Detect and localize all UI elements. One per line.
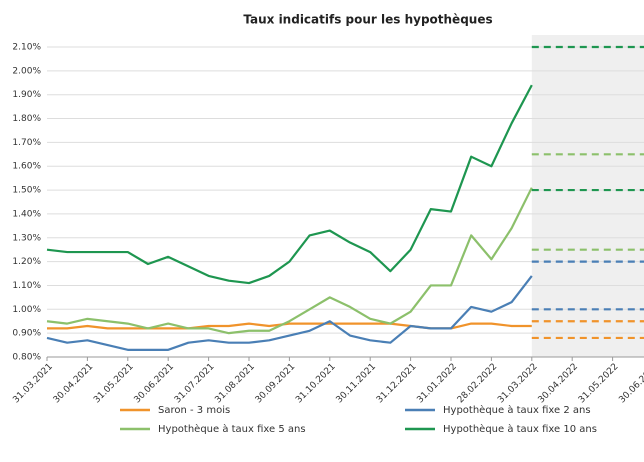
x-tick-label: 30.06.2022 bbox=[617, 362, 644, 406]
y-tick-label: 2.10% bbox=[12, 43, 41, 53]
x-tick-label: 30.04.2022 bbox=[537, 362, 581, 406]
y-tick-label: 1.90% bbox=[12, 90, 41, 100]
y-tick-label: 1.60% bbox=[12, 162, 41, 172]
x-tick-label: 31.01.2022 bbox=[415, 362, 459, 406]
x-tick-label: 31.07.2021 bbox=[173, 362, 217, 406]
x-tick-label: 30.11.2021 bbox=[335, 362, 379, 406]
y-tick-label: 1.00% bbox=[12, 305, 41, 315]
x-tick-label: 31.03.2021 bbox=[11, 362, 55, 406]
series-line bbox=[47, 322, 532, 330]
x-tick-label: 31.05.2022 bbox=[577, 362, 621, 406]
chart-title: Taux indicatifs pour les hypothèques bbox=[243, 13, 492, 27]
x-tick-label: 30.06.2021 bbox=[133, 362, 177, 406]
x-tick-label: 30.09.2021 bbox=[254, 362, 298, 406]
x-tick-label: 28.02.2022 bbox=[456, 362, 500, 406]
y-tick-label: 2.00% bbox=[12, 66, 41, 76]
y-tick-label: 1.20% bbox=[12, 257, 41, 267]
y-tick-label: 1.10% bbox=[12, 281, 41, 291]
series-line bbox=[46, 187, 533, 335]
x-tick-label: 31.12.2021 bbox=[375, 362, 419, 406]
y-tick-label: 1.40% bbox=[12, 209, 41, 219]
legend-label: Hypothèque à taux fixe 5 ans bbox=[158, 423, 306, 435]
forecast-area bbox=[531, 35, 644, 357]
x-tick-label: 31.03.2022 bbox=[496, 362, 540, 406]
x-tick-label: 31.10.2021 bbox=[294, 362, 338, 406]
series-line bbox=[46, 275, 533, 351]
series-line bbox=[46, 84, 533, 285]
y-tick-label: 0.80% bbox=[12, 353, 41, 363]
y-tick-label: 1.80% bbox=[12, 114, 41, 124]
legend-label: Saron - 3 mois bbox=[158, 405, 230, 416]
y-tick-label: 1.50% bbox=[12, 186, 41, 196]
x-tick-label: 30.04.2021 bbox=[52, 362, 96, 406]
x-tick-label: 31.08.2021 bbox=[213, 362, 257, 406]
y-tick-label: 1.30% bbox=[12, 233, 41, 243]
y-tick-label: 1.70% bbox=[12, 138, 41, 148]
y-tick-label: 0.90% bbox=[12, 329, 41, 339]
legend-label: Hypothèque à taux fixe 10 ans bbox=[443, 423, 597, 435]
x-tick-label: 31.05.2021 bbox=[92, 362, 136, 406]
legend-label: Hypothèque à taux fixe 2 ans bbox=[443, 404, 591, 416]
